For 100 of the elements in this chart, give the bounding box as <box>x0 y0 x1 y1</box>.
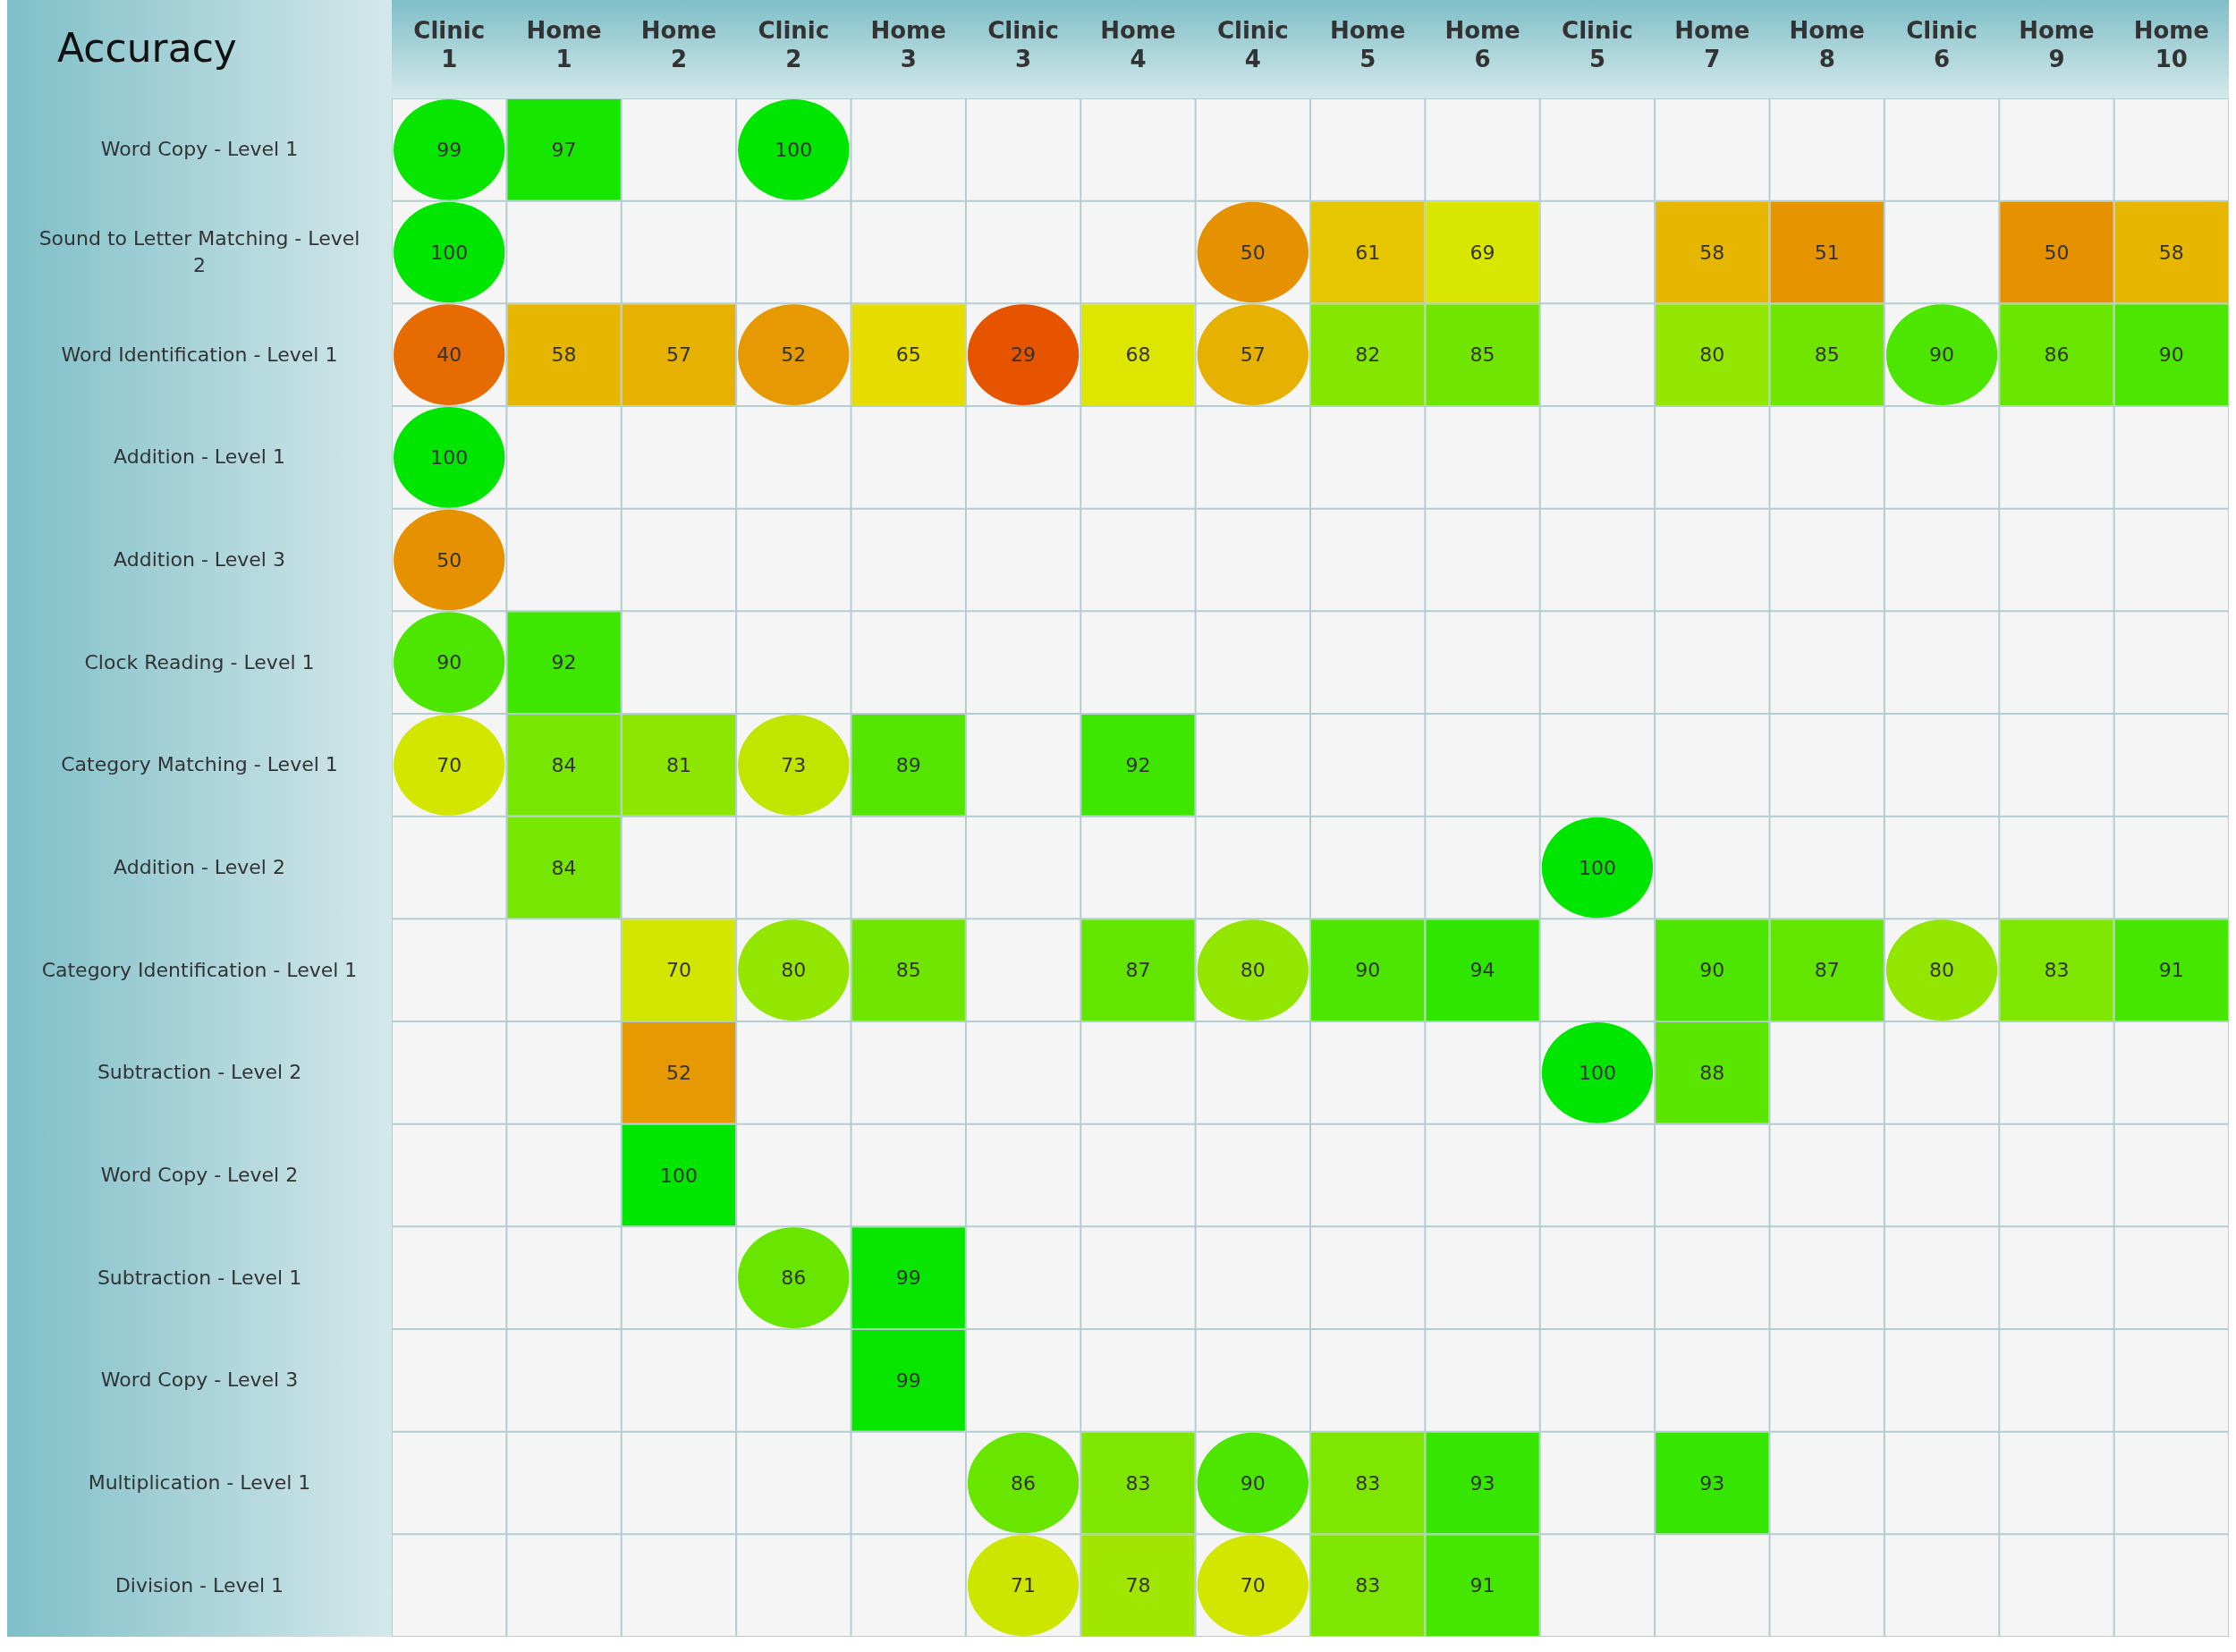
data-label: 86 <box>1011 1471 1037 1495</box>
data-label: 93 <box>1469 1471 1495 1495</box>
y-tick-label: Category Matching - Level 1 <box>61 752 338 778</box>
data-label: 83 <box>1355 1471 1381 1495</box>
data-label: 69 <box>1469 241 1495 264</box>
x-tick-label: Clinic 1 <box>412 16 487 73</box>
data-label: 50 <box>436 548 462 572</box>
data-label: 90 <box>1355 959 1381 982</box>
data-label: 68 <box>1125 343 1151 367</box>
data-label: 91 <box>1469 1574 1495 1597</box>
x-tick-label: Home 7 <box>1673 16 1751 73</box>
data-label: 85 <box>895 959 921 982</box>
y-tick-label: Addition - Level 2 <box>114 855 285 880</box>
data-label: 80 <box>1929 959 1955 982</box>
data-label: 90 <box>2158 343 2184 367</box>
x-tick-label: Home 6 <box>1444 16 1521 73</box>
data-label: 65 <box>895 343 921 367</box>
data-label: 84 <box>551 753 577 776</box>
data-label: 90 <box>1929 343 1955 367</box>
data-label: 87 <box>1814 959 1840 982</box>
x-tick-label: Clinic 4 <box>1215 16 1290 73</box>
data-label: 57 <box>665 343 691 367</box>
x-tick-label: Home 1 <box>525 16 603 73</box>
data-label: 94 <box>1469 959 1495 982</box>
data-label: 50 <box>1240 241 1266 264</box>
data-label: 70 <box>1240 1574 1266 1597</box>
data-label: 83 <box>1125 1471 1151 1495</box>
y-tick-label: Addition - Level 3 <box>114 547 285 572</box>
data-label: 58 <box>2158 241 2184 264</box>
data-label: 73 <box>781 753 807 776</box>
y-tick-label: Word Identification - Level 1 <box>61 342 338 368</box>
chart-title: Accuracy <box>57 25 237 71</box>
y-tick-label: Category Identification - Level 1 <box>41 957 358 983</box>
data-label: 100 <box>1578 856 1616 879</box>
x-tick-label: Home 5 <box>1329 16 1407 73</box>
data-label: 80 <box>1699 343 1725 367</box>
data-label: 52 <box>665 1061 691 1084</box>
data-label: 90 <box>1240 1471 1266 1495</box>
data-label: 83 <box>2044 959 2070 982</box>
data-label: 87 <box>1125 959 1151 982</box>
y-tick-label: Subtraction - Level 1 <box>97 1265 302 1291</box>
y-tick-label: Addition - Level 1 <box>114 445 285 470</box>
data-label: 100 <box>430 445 469 469</box>
data-label: 84 <box>551 856 577 879</box>
data-label: 71 <box>1011 1574 1037 1597</box>
data-label: 99 <box>436 138 462 161</box>
x-tick-label: Home 3 <box>869 16 947 73</box>
data-label: 100 <box>430 241 469 264</box>
x-tick-label: Clinic 2 <box>757 16 831 73</box>
y-tick-label: Word Copy - Level 1 <box>100 137 299 163</box>
data-label: 85 <box>1814 343 1840 367</box>
data-label: 86 <box>2044 343 2070 367</box>
data-label: 83 <box>1355 1574 1381 1597</box>
data-label: 88 <box>1699 1061 1725 1084</box>
x-tick-label: Home 2 <box>639 16 718 73</box>
data-label: 93 <box>1699 1471 1725 1495</box>
data-label: 52 <box>781 343 807 367</box>
data-label: 82 <box>1355 343 1381 367</box>
x-tick-label: Home 4 <box>1099 16 1177 73</box>
x-tick-label: Clinic 5 <box>1561 16 1634 73</box>
data-label: 92 <box>551 651 577 674</box>
data-label: 61 <box>1355 241 1381 264</box>
data-label: 80 <box>781 959 807 982</box>
data-label: 51 <box>1814 241 1840 264</box>
data-label: 100 <box>775 138 813 161</box>
data-label: 58 <box>1699 241 1725 264</box>
x-tick-label: Home 10 <box>2132 16 2210 73</box>
data-label: 99 <box>895 1368 921 1392</box>
data-label: 97 <box>551 138 577 161</box>
data-label: 99 <box>895 1267 921 1290</box>
data-label: 100 <box>1578 1061 1616 1084</box>
y-tick-label: Multiplication - Level 1 <box>88 1470 311 1495</box>
x-tick-label: Home 9 <box>2018 16 2096 73</box>
data-label: 90 <box>436 651 462 674</box>
y-tick-label: Clock Reading - Level 1 <box>84 649 315 675</box>
x-tick-label: Home 8 <box>1788 16 1866 73</box>
data-label: 50 <box>2044 241 2070 264</box>
data-label: 81 <box>665 753 691 776</box>
data-label: 90 <box>1699 959 1725 982</box>
data-label: 89 <box>895 753 921 776</box>
x-tick-label: Clinic 3 <box>987 16 1060 73</box>
data-label: 91 <box>2158 959 2184 982</box>
y-tick-label: Division - Level 1 <box>114 1572 284 1598</box>
data-label: 100 <box>659 1164 698 1187</box>
y-tick-label: Subtraction - Level 2 <box>97 1060 302 1086</box>
data-label: 80 <box>1240 959 1266 982</box>
data-label: 40 <box>436 343 462 367</box>
data-label: 85 <box>1469 343 1495 367</box>
y-tick-label: Word Copy - Level 2 <box>100 1163 299 1188</box>
data-label: 57 <box>1240 343 1266 367</box>
data-label: 70 <box>436 753 462 776</box>
data-label: 78 <box>1125 1574 1151 1597</box>
y-tick-label: Sound to Letter Matching - Level 2 <box>38 226 360 278</box>
x-tick-label: Clinic 6 <box>1905 16 1978 73</box>
data-label: 86 <box>781 1267 807 1290</box>
data-label: 58 <box>551 343 577 367</box>
y-tick-label: Word Copy - Level 3 <box>100 1368 299 1394</box>
data-label: 70 <box>665 959 691 982</box>
data-label: 29 <box>1011 343 1037 367</box>
data-label: 92 <box>1125 753 1151 776</box>
